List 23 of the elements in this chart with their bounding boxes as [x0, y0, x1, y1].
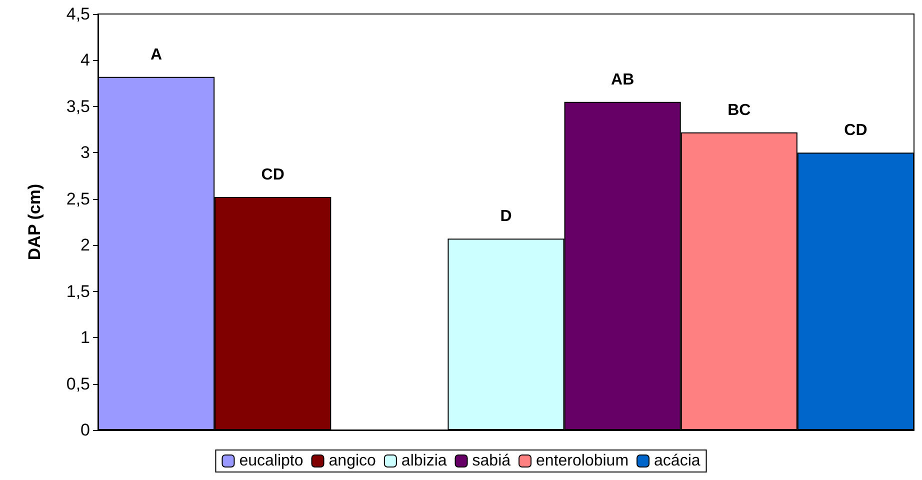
data-label: D — [500, 208, 512, 226]
y-tick-label: 4 — [80, 50, 90, 70]
data-label: CD — [261, 166, 284, 184]
y-tick-label: 1,5 — [66, 282, 90, 301]
legend-label: acácia — [654, 452, 700, 470]
y-axis-title: DAP (cm) — [25, 184, 44, 260]
y-tick-label: 2,5 — [66, 189, 90, 208]
legend-label: enterolobium — [536, 452, 629, 470]
legend-label: angico — [328, 452, 376, 470]
legend-label: eucalipto — [239, 452, 304, 470]
data-label: AB — [611, 71, 634, 88]
y-tick-label: 3 — [80, 143, 90, 162]
y-tick-label: 3,5 — [66, 96, 90, 116]
y-tick-label: 4,5 — [66, 4, 90, 24]
legend-label: albizia — [401, 452, 447, 470]
legend-label: sabiá — [472, 452, 511, 470]
y-tick-label: 1 — [80, 328, 90, 348]
y-tick-label: 0 — [80, 420, 90, 440]
y-tick-label: 2 — [80, 236, 90, 255]
data-label: BC — [728, 102, 752, 119]
data-label: A — [150, 46, 163, 64]
data-label: CD — [844, 122, 868, 140]
y-tick-label: 0,5 — [66, 374, 90, 394]
